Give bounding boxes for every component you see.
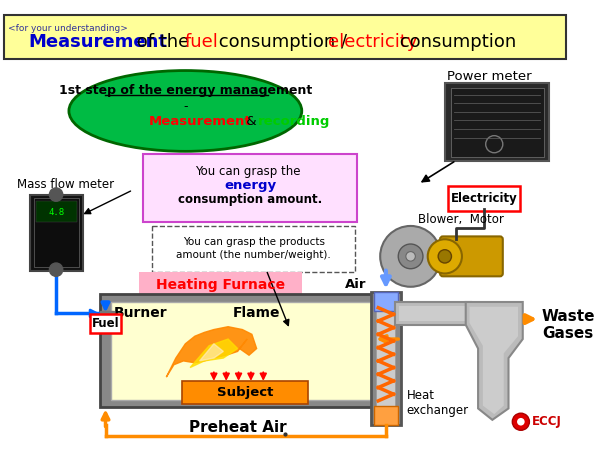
- Text: 1st step of the energy management: 1st step of the energy management: [59, 84, 312, 97]
- Text: Preheat Air: Preheat Air: [189, 420, 286, 435]
- Text: recording: recording: [258, 115, 330, 128]
- Text: Electricity: Electricity: [450, 192, 517, 205]
- Ellipse shape: [69, 71, 302, 151]
- FancyBboxPatch shape: [152, 226, 355, 271]
- Text: Air: Air: [344, 279, 366, 292]
- Polygon shape: [167, 327, 256, 377]
- Circle shape: [512, 413, 530, 430]
- Polygon shape: [199, 344, 223, 361]
- FancyBboxPatch shape: [143, 154, 358, 222]
- Text: Burner: Burner: [114, 306, 168, 320]
- Text: Heating Furnace: Heating Furnace: [156, 278, 285, 292]
- FancyBboxPatch shape: [111, 302, 387, 400]
- FancyBboxPatch shape: [374, 405, 398, 425]
- Polygon shape: [470, 307, 518, 414]
- Text: energy: energy: [224, 179, 276, 192]
- Circle shape: [50, 263, 63, 276]
- FancyBboxPatch shape: [445, 83, 549, 161]
- Text: Blower,  Motor: Blower, Motor: [418, 213, 504, 225]
- FancyBboxPatch shape: [139, 271, 302, 298]
- FancyBboxPatch shape: [440, 236, 503, 276]
- FancyBboxPatch shape: [183, 381, 308, 404]
- Text: Subject: Subject: [217, 386, 273, 399]
- Circle shape: [406, 252, 415, 261]
- FancyBboxPatch shape: [374, 292, 398, 310]
- Circle shape: [398, 244, 423, 269]
- Bar: [395, 302, 471, 325]
- Polygon shape: [190, 339, 238, 368]
- Text: Heat
exchanger: Heat exchanger: [407, 389, 469, 418]
- Text: <for your understanding>: <for your understanding>: [8, 23, 128, 32]
- Text: ECCJ: ECCJ: [533, 415, 562, 428]
- Circle shape: [428, 239, 462, 274]
- FancyBboxPatch shape: [447, 186, 520, 211]
- FancyBboxPatch shape: [100, 294, 399, 406]
- Text: amount (the number/weight).: amount (the number/weight).: [176, 250, 331, 261]
- Circle shape: [50, 188, 63, 201]
- Text: consumption: consumption: [395, 32, 517, 50]
- Bar: [91, 315, 101, 323]
- Text: 4.8: 4.8: [48, 208, 64, 217]
- Text: consumption /: consumption /: [213, 32, 353, 50]
- FancyBboxPatch shape: [31, 194, 83, 270]
- Text: of the: of the: [131, 32, 195, 50]
- Text: Measurement: Measurement: [149, 115, 252, 128]
- Text: consumption amount.: consumption amount.: [178, 193, 322, 206]
- FancyBboxPatch shape: [36, 201, 77, 222]
- Text: -: -: [183, 100, 187, 112]
- Text: You can grasp the products: You can grasp the products: [183, 237, 325, 247]
- Circle shape: [438, 250, 452, 263]
- Circle shape: [380, 226, 441, 287]
- FancyBboxPatch shape: [90, 315, 121, 333]
- FancyBboxPatch shape: [34, 198, 79, 267]
- Polygon shape: [466, 302, 523, 420]
- Bar: [100, 311, 114, 327]
- Text: Flame: Flame: [233, 306, 280, 320]
- Bar: [399, 306, 468, 321]
- Text: Mass flow meter: Mass flow meter: [17, 179, 114, 191]
- Text: Power meter: Power meter: [447, 70, 531, 83]
- FancyBboxPatch shape: [376, 297, 395, 419]
- Text: Measurement: Measurement: [29, 32, 168, 50]
- Text: electricity: electricity: [328, 32, 418, 50]
- Text: fuel: fuel: [184, 32, 218, 50]
- Text: &: &: [243, 115, 261, 128]
- FancyBboxPatch shape: [450, 88, 544, 157]
- Circle shape: [517, 418, 525, 426]
- FancyBboxPatch shape: [4, 15, 565, 58]
- Text: Waste
Gases: Waste Gases: [541, 309, 595, 341]
- FancyBboxPatch shape: [371, 292, 401, 425]
- Text: Fuel: Fuel: [92, 317, 119, 330]
- Text: You can grasp the: You can grasp the: [195, 165, 305, 178]
